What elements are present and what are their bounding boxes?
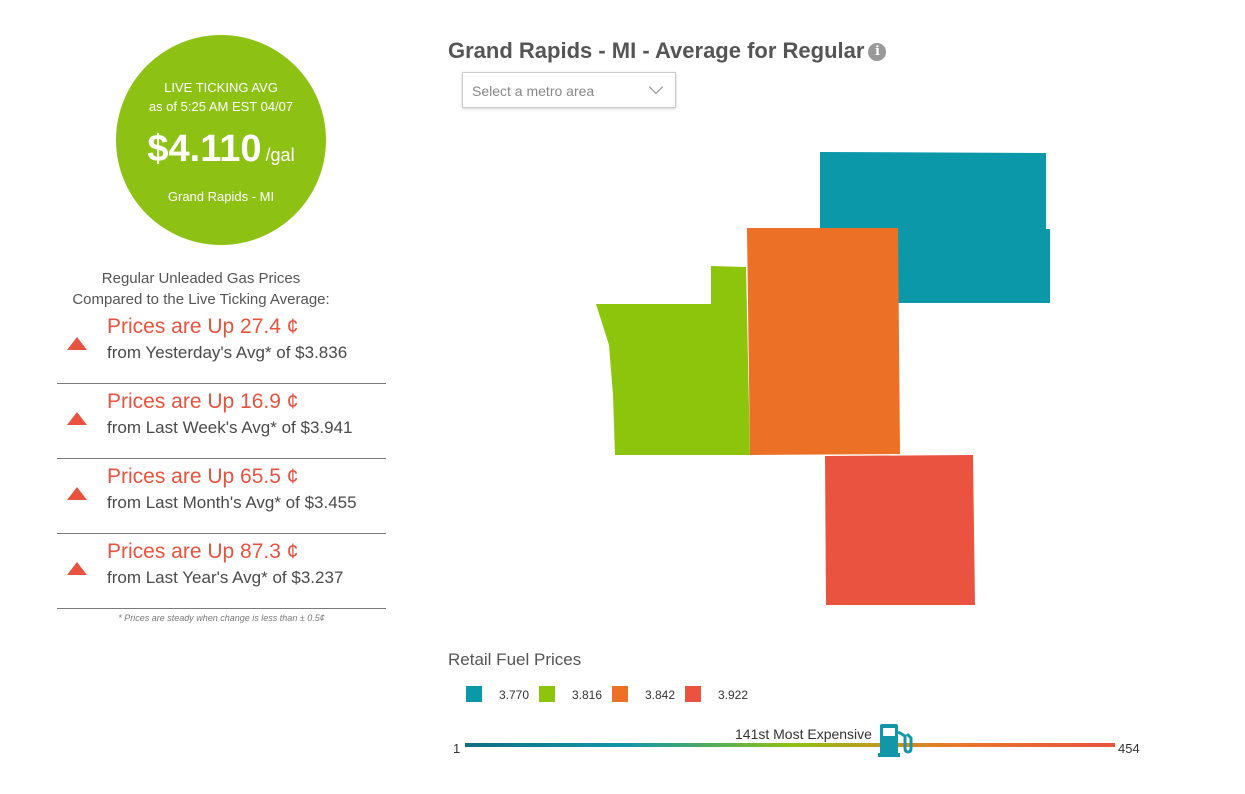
page-title-text: Grand Rapids - MI - Average for Regular — [448, 38, 865, 63]
as-of-timestamp: as of 5:25 AM EST 04/07 — [148, 99, 294, 114]
legend-value: 3.770 — [499, 688, 530, 702]
rank-max: 454 — [1118, 741, 1140, 756]
legend-swatch — [539, 686, 555, 702]
change-baseline: from Last Month's Avg* of $3.455 — [107, 493, 357, 512]
gas-pump-icon — [878, 724, 913, 757]
change-row-last-year: Prices are Up 87.3 ¢ from Last Year's Av… — [57, 534, 386, 609]
live-price: $4.110/gal — [116, 128, 326, 171]
metro-area-select[interactable]: Select a metro area — [462, 72, 676, 108]
legend-value: 3.922 — [718, 688, 749, 702]
city-name: Grand Rapids - MI — [167, 189, 275, 204]
change-direction: Prices are Up 65.5 ¢ — [107, 465, 299, 488]
comparison-title-line2: Compared to the Live Ticking Average: — [72, 291, 330, 308]
up-arrow-icon — [67, 412, 87, 425]
change-baseline: from Last Year's Avg* of $3.237 — [107, 568, 344, 587]
change-row-last-week: Prices are Up 16.9 ¢ from Last Week's Av… — [57, 384, 386, 459]
up-arrow-icon — [67, 487, 87, 500]
rank-min: 1 — [453, 741, 461, 756]
change-row-yesterday: Prices are Up 27.4 ¢ from Yesterday's Av… — [57, 309, 386, 384]
price-value: $4.110 — [147, 128, 262, 170]
up-arrow-icon — [67, 337, 87, 350]
live-average-badge: LIVE TICKING AVG as of 5:25 AM EST 04/07… — [116, 35, 326, 245]
up-arrow-icon — [67, 562, 87, 575]
change-direction: Prices are Up 87.3 ¢ — [107, 540, 299, 563]
info-icon[interactable]: i — [868, 43, 887, 61]
legend-title: Retail Fuel Prices — [448, 650, 582, 669]
map-region-orange[interactable] — [747, 228, 900, 455]
price-unit: /gal — [265, 145, 295, 165]
comparison-title: Regular Unleaded Gas Prices Compared to … — [40, 268, 362, 310]
page-title: Grand Rapids - MI - Average for Regular i — [448, 38, 887, 64]
comparison-title-line1: Regular Unleaded Gas Prices — [101, 270, 301, 287]
live-avg-label: LIVE TICKING AVG — [164, 80, 278, 95]
change-row-last-month: Prices are Up 65.5 ¢ from Last Month's A… — [57, 459, 386, 534]
change-direction: Prices are Up 16.9 ¢ — [107, 390, 299, 413]
legend-value: 3.816 — [572, 688, 603, 702]
steady-price-note: * Prices are steady when change is less … — [118, 613, 325, 623]
change-baseline: from Yesterday's Avg* of $3.836 — [107, 343, 348, 362]
change-baseline: from Last Week's Avg* of $3.941 — [107, 418, 353, 437]
legend-value: 3.842 — [645, 688, 676, 702]
legend-swatch — [466, 686, 482, 702]
map-region-green[interactable] — [596, 266, 750, 455]
rank-label: 141st Most Expensive — [735, 726, 872, 742]
change-direction: Prices are Up 27.4 ¢ — [107, 315, 299, 338]
rank-gradient-bar — [465, 743, 1115, 747]
map-region-teal[interactable] — [820, 152, 1050, 303]
legend-swatch — [612, 686, 628, 702]
metro-area-placeholder: Select a metro area — [472, 83, 595, 99]
legend-swatch — [685, 686, 701, 702]
map-region-red[interactable] — [825, 455, 975, 605]
